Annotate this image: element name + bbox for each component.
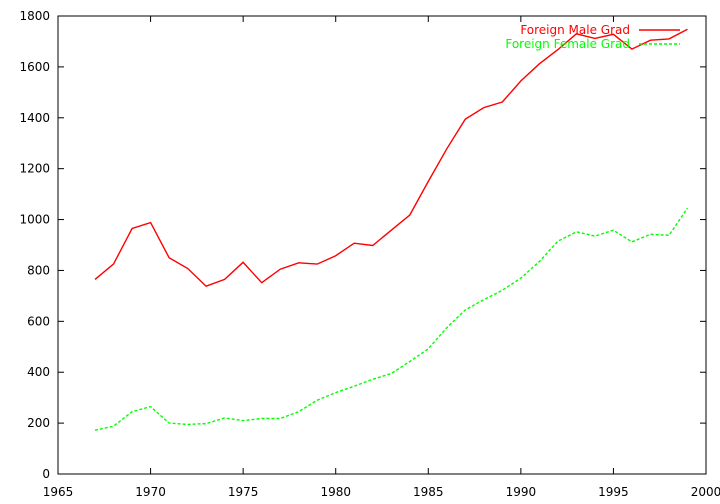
y-tick-label: 400: [27, 365, 50, 379]
x-tick-label: 1990: [506, 485, 537, 499]
y-tick-label: 1000: [19, 213, 50, 227]
series-line-foreign-female-grad: [94, 207, 689, 431]
axis-ticks: [57, 15, 707, 475]
x-tick-label: 1970: [135, 485, 166, 499]
y-tick-label: 1400: [19, 111, 50, 125]
axis-tick-labels: 1965 1970 1975 1980 1985 1990 1995 2000 0 200 400 6…: [19, 9, 720, 499]
x-tick-label: 2000: [691, 485, 720, 499]
x-tick-label: 1980: [320, 485, 351, 499]
plot-frame: [57, 15, 707, 475]
x-tick-label: 1985: [413, 485, 444, 499]
y-tick-label: 600: [27, 314, 50, 328]
y-tick-label: 1600: [19, 60, 50, 74]
x-tick-label: 1965: [43, 485, 74, 499]
series-lines: [94, 28, 689, 431]
y-tick-label: 1200: [19, 162, 50, 176]
x-tick-label: 1995: [598, 485, 629, 499]
y-tick-label: 0: [42, 467, 50, 481]
y-tick-label: 200: [27, 416, 50, 430]
legend-label: Foreign Male Grad: [520, 23, 630, 37]
y-tick-label: 800: [27, 263, 50, 277]
legend-label: Foreign Female Grad: [505, 37, 630, 51]
y-tick-label: 1800: [19, 9, 50, 23]
x-tick-label: 1975: [228, 485, 259, 499]
series-line-foreign-male-grad: [94, 28, 688, 288]
